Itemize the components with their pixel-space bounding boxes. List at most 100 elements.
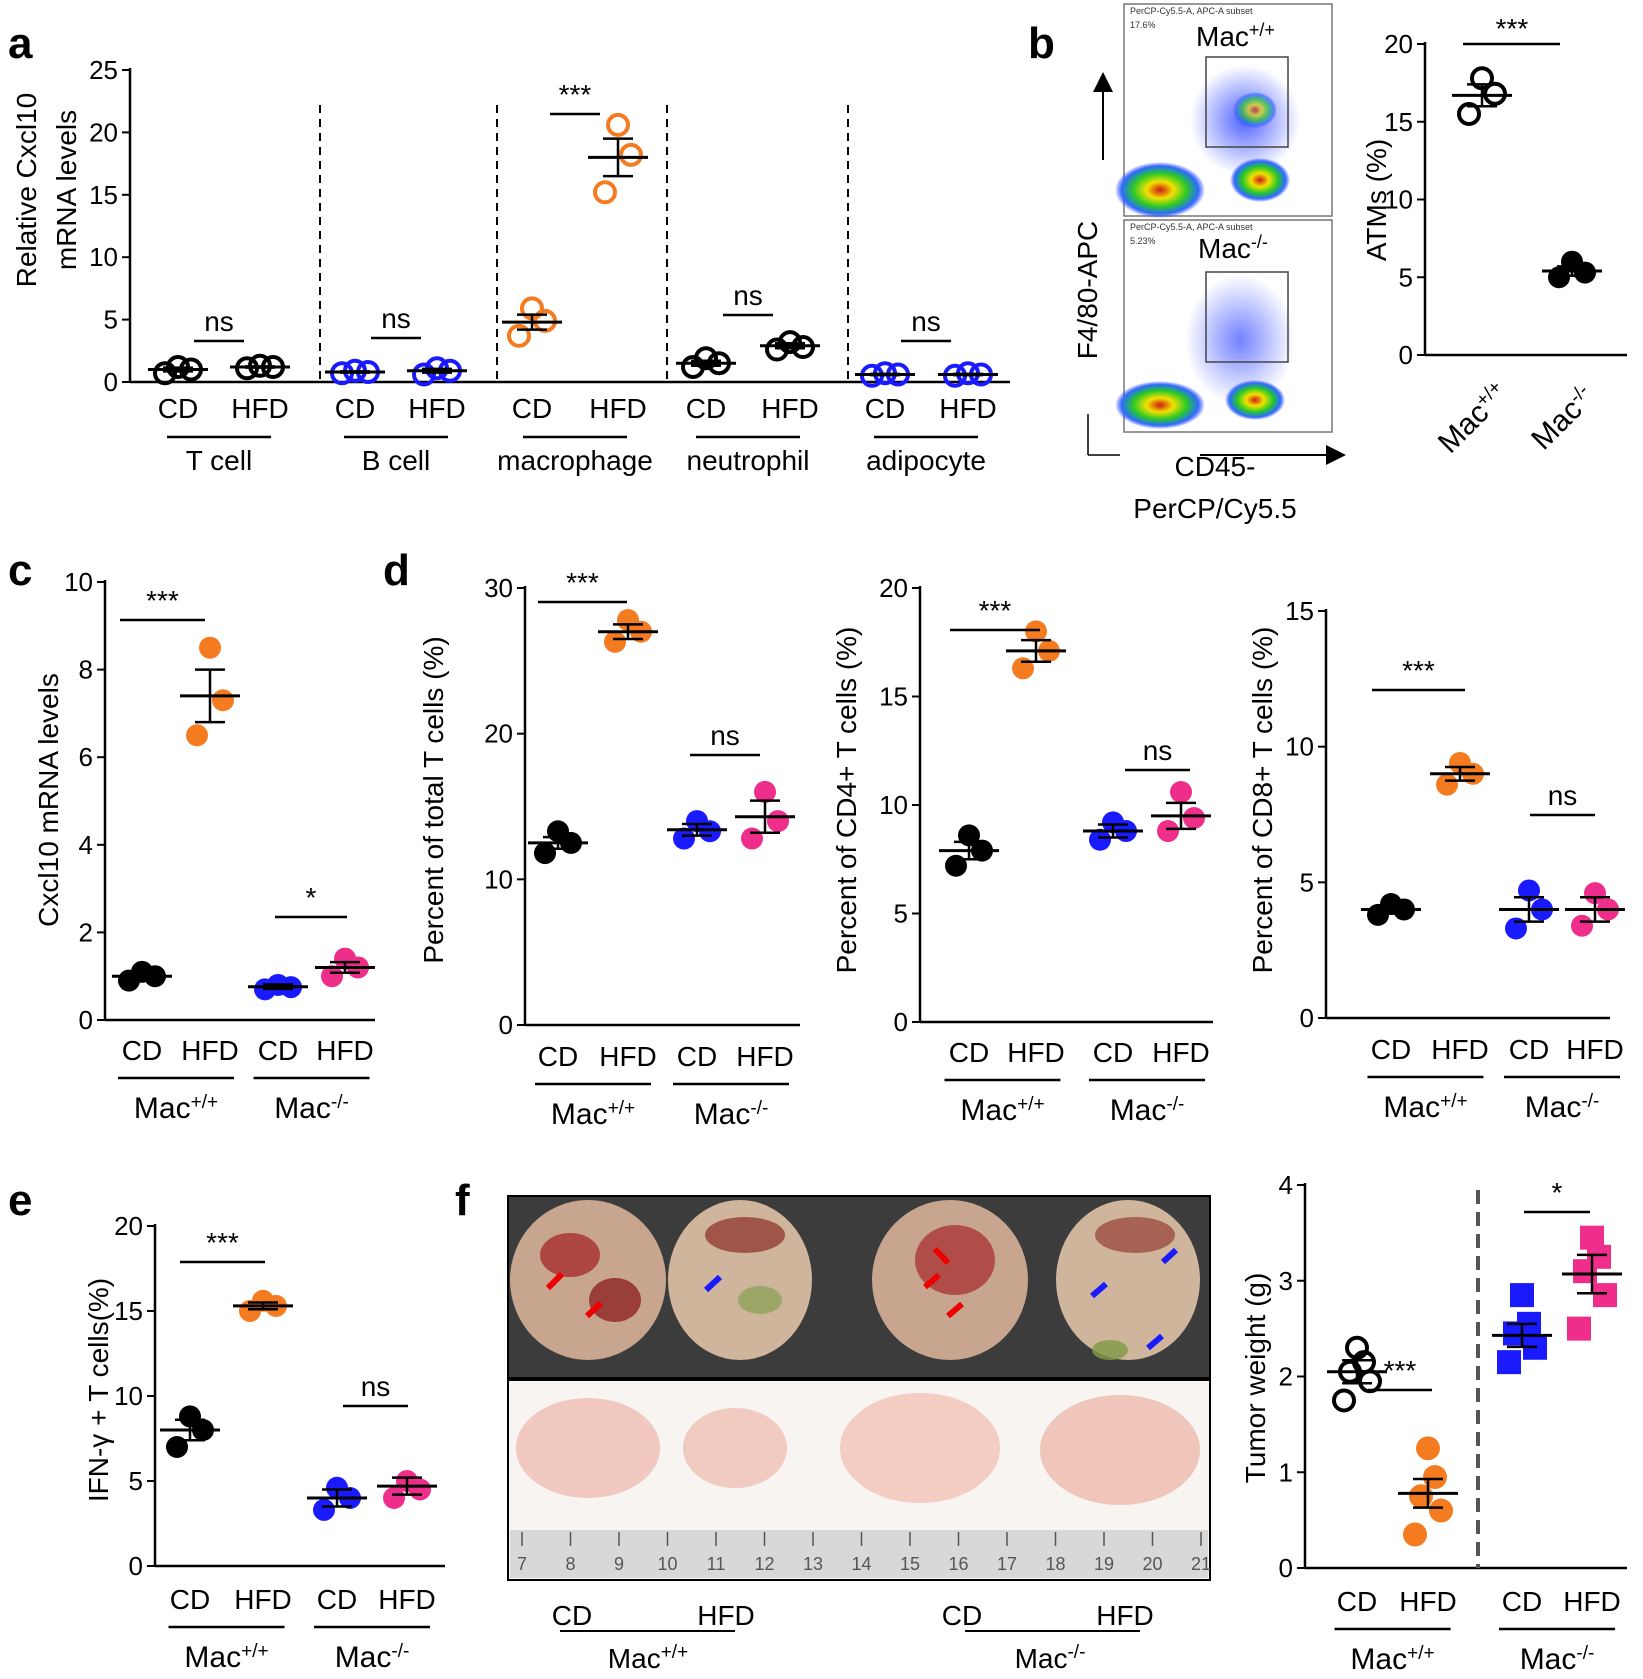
f-point — [1409, 1484, 1433, 1509]
ruler-number: 9 — [614, 1554, 624, 1574]
c-tick-label: 10 — [64, 567, 93, 597]
blue-arrow — [1160, 1247, 1179, 1265]
chart-c: 0 2 4 6 8 10 CD HFD CD HFD Mac+/+ Mac-/- Cxcl10 mRNA… — [33, 567, 375, 1125]
a-point — [593, 180, 617, 205]
a-ylabel-line1: Relative Cxcl10 — [11, 93, 42, 288]
e-point — [166, 1436, 188, 1458]
flow-cluster — [1185, 275, 1295, 405]
d1-tick-label: 30 — [484, 573, 513, 603]
a-group-label: neutrophil — [687, 445, 810, 476]
a-ylabel-line2: mRNA levels — [51, 110, 82, 270]
f-sig-label: *** — [1384, 1355, 1417, 1386]
d1-diet-label: CD — [677, 1041, 717, 1072]
f-point — [1423, 1465, 1447, 1490]
e-point — [313, 1498, 335, 1521]
d1-tick-label: 20 — [484, 719, 513, 749]
e-geno-wt: Mac+/+ — [184, 1641, 268, 1675]
d2-point — [1170, 780, 1192, 803]
a-tick-label: 10 — [89, 242, 118, 272]
f-point — [1429, 1498, 1453, 1523]
intestine — [1092, 1340, 1128, 1360]
tumor-tissue — [589, 1278, 641, 1322]
d2-tick-label: 20 — [879, 573, 908, 603]
e-sig-label: ns — [361, 1371, 391, 1402]
d3-diet-label: CD — [1509, 1034, 1549, 1065]
a-point — [694, 346, 718, 371]
d1-geno-wt: Mac+/+ — [551, 1098, 635, 1132]
a-point — [507, 323, 531, 348]
e-point — [326, 1476, 348, 1499]
a-sig-label: ns — [204, 306, 234, 337]
f-point — [1345, 1335, 1369, 1360]
a-diet-label: HFD — [408, 393, 466, 424]
d1-tick-label: 0 — [499, 1010, 513, 1040]
flow-cluster — [1225, 380, 1285, 420]
d2-point — [1102, 811, 1124, 834]
a-sig-label: ns — [911, 306, 941, 337]
b-tick-label: 0 — [1399, 340, 1413, 370]
ruler-number: 14 — [851, 1554, 871, 1574]
e-tick-label: 20 — [114, 1211, 143, 1241]
c-point — [186, 724, 208, 747]
d2-diet-label: HFD — [1152, 1037, 1210, 1068]
e-point — [383, 1487, 405, 1509]
e-diet-label: HFD — [234, 1584, 292, 1615]
flow-cluster — [1115, 381, 1205, 429]
blue-arrow — [703, 1274, 723, 1293]
a-group-label: B cell — [362, 445, 430, 476]
d1-ylabel: Percent of total T cells (%) — [418, 636, 449, 963]
tumor-2 — [683, 1408, 787, 1488]
b-tick-label: 15 — [1384, 107, 1413, 137]
f-photo-label-4: HFD — [1096, 1600, 1154, 1631]
flow-gate-top — [1205, 56, 1289, 148]
red-arrow — [545, 1271, 565, 1291]
red-arrow — [932, 1246, 951, 1266]
e-tick-label: 0 — [129, 1551, 143, 1581]
ruler-number: 12 — [754, 1554, 774, 1574]
flow-xlabel-line1: CD45- — [1175, 451, 1256, 482]
tumor-3 — [840, 1393, 1000, 1503]
d1-point — [741, 827, 763, 850]
b-sig-label: *** — [1496, 13, 1529, 44]
a-tick-label: 0 — [104, 367, 118, 397]
d1-sig-label: *** — [566, 567, 599, 598]
tumor-photos: 7 8 9 10 11 12 13 14 15 16 17 18 19 20 21 CD HFD CD HF… — [507, 1195, 1211, 1674]
f-geno-ko: Mac-/- — [1520, 1643, 1595, 1677]
ruler-number: 20 — [1142, 1554, 1162, 1574]
d1-point — [673, 827, 695, 850]
f-sig-label: * — [1552, 1177, 1563, 1208]
d2-tick-label: 5 — [894, 899, 908, 929]
d2-diet-label: CD — [949, 1037, 989, 1068]
panel-letter-e: e — [8, 1176, 32, 1225]
panel-letter-f: f — [455, 1176, 470, 1225]
b-atm-ylabel: ATMs (%) — [1361, 139, 1392, 261]
e-sig-label: *** — [206, 1227, 239, 1258]
f-tick-label: 0 — [1279, 1553, 1293, 1583]
ruler-number: 7 — [517, 1554, 527, 1574]
f-point — [1580, 1225, 1604, 1250]
blue-arrow — [1146, 1333, 1164, 1351]
chart-d-total-t: 0 10 20 30 CD HFD CD HFD Mac+/+ Mac-/- Percent of … — [418, 567, 800, 1131]
red-arrow — [946, 1301, 964, 1319]
c-diet-label: CD — [258, 1035, 298, 1066]
e-point — [179, 1405, 201, 1428]
d3-diet-label: HFD — [1431, 1034, 1489, 1065]
c-point — [321, 965, 343, 988]
chart-d-cd4: 0 5 10 15 20 CD HFD CD HFD Mac+/+ Mac-/- Percent of… — [831, 573, 1213, 1127]
flow-bottom-header: PerCP-Cy5.5-A, APC-A subset — [1130, 222, 1253, 232]
d3-point — [1505, 917, 1527, 940]
chart-b-atms: 0 5 10 15 20 *** ATMs (%) Mac+/+ Mac-/- — [1361, 13, 1627, 460]
a-tick-label: 25 — [89, 55, 118, 85]
ruler-numbers: 7 8 9 10 11 12 13 14 15 16 17 18 19 20 21 — [517, 1532, 1211, 1574]
d3-tick-label: 10 — [1285, 732, 1314, 762]
d3-diet-label: CD — [1371, 1034, 1411, 1065]
c-tick-label: 4 — [79, 830, 93, 860]
chart-d-cd8: 0 5 10 15 CD HFD CD HFD Mac+/+ Mac-/- Percent of C… — [1247, 596, 1625, 1124]
b-xlabel-wt: Mac+/+ — [1432, 377, 1515, 460]
d3-diet-label: HFD — [1566, 1034, 1624, 1065]
e-diet-label: HFD — [378, 1584, 436, 1615]
b-point — [1457, 101, 1481, 126]
liver-tissue — [1095, 1217, 1175, 1253]
d3-sig-label: *** — [1402, 655, 1435, 686]
d1-geno-ko: Mac-/- — [694, 1098, 769, 1132]
